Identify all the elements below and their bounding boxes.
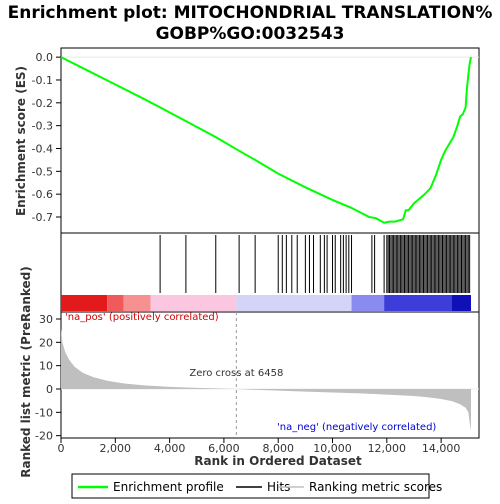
x-axis-label: Rank in Ordered Dataset	[194, 454, 362, 468]
es-y-tick-label: -0.3	[32, 120, 53, 133]
x-tick-label: 8,000	[262, 442, 294, 455]
x-tick-label: 0	[58, 442, 65, 455]
enrichment-profile-line	[60, 56, 472, 224]
es-y-axis-label: Enrichment score (ES)	[14, 66, 28, 216]
x-tick-label: 10,000	[313, 442, 352, 455]
legend-label-enrichment: Enrichment profile	[113, 480, 224, 494]
legend-label-ranking: Ranking metric scores	[309, 480, 442, 494]
rank-color-segment	[384, 295, 452, 311]
es-y-tick-label: 0.0	[36, 51, 54, 64]
es-y-tick-label: -0.1	[32, 74, 53, 87]
legend: Enrichment profile Hits Ranking metric s…	[71, 473, 442, 499]
rank-color-segment	[123, 295, 151, 311]
negative-label: 'na_neg' (negatively correlated)	[277, 422, 436, 433]
es-y-tick-label: -0.7	[32, 211, 53, 224]
hit-bars	[159, 235, 471, 293]
rank-color-segment	[61, 295, 108, 311]
rank-color-segment	[150, 295, 237, 311]
rank-color-segment	[351, 295, 385, 311]
ranked-y-tick-label: 10	[39, 360, 53, 373]
ranked-y-ticks: 30 20 10 0 -10 -20	[35, 313, 61, 443]
es-panel-frame	[60, 47, 480, 234]
x-tick-label: 4,000	[154, 442, 186, 455]
legend-frame	[71, 473, 430, 499]
ranked-y-tick-label: -20	[35, 430, 53, 443]
positive-label: 'na_pos' (positively correlated)	[65, 312, 219, 323]
ranked-y-tick-label: 0	[46, 383, 53, 396]
es-y-tick-label: -0.5	[32, 165, 53, 178]
rank-color-segment	[107, 295, 124, 311]
ranked-y-tick-label: 20	[39, 336, 53, 349]
x-tick-label: 12,000	[368, 442, 407, 455]
ranked-y-axis-label: Ranked list metric (PreRanked)	[19, 266, 33, 478]
zero-cross-label: Zero cross at 6458	[189, 368, 283, 379]
rank-color-segment	[236, 295, 352, 311]
ranked-panel-frame	[60, 311, 480, 439]
rank-color-segment	[451, 295, 471, 311]
x-tick-label: 14,000	[422, 442, 461, 455]
chart-title-line1: Enrichment plot: MITOCHONDRIAL TRANSLATI…	[8, 3, 493, 23]
x-tick-label: 2,000	[100, 442, 132, 455]
es-y-tick-label: -0.4	[32, 142, 53, 155]
x-ticks: 0 2,000 4,000 6,000 8,000 10,000 12,000 14,000	[58, 438, 461, 455]
ranked-y-tick-label: 30	[39, 313, 53, 326]
ranked-y-tick-label: -10	[35, 406, 53, 419]
chart-title-line2: GOBP%GO:0032543	[156, 24, 345, 44]
hits-panel	[60, 232, 480, 313]
es-y-ticks: 0.0 -0.1 -0.2 -0.3 -0.4 -0.5 -0.6 -0.7	[32, 51, 61, 224]
x-tick-label: 6,000	[208, 442, 240, 455]
rank-color-bar	[61, 295, 471, 311]
es-panel: 0.0 -0.1 -0.2 -0.3 -0.4 -0.5 -0.6 -0.7 Enrichme…	[14, 47, 480, 234]
es-y-tick-label: -0.2	[32, 97, 53, 110]
ranked-panel: 30 20 10 0 -10 -20 Zero cross at 6458 'na_pos…	[19, 266, 480, 478]
es-y-tick-label: -0.6	[32, 188, 53, 201]
